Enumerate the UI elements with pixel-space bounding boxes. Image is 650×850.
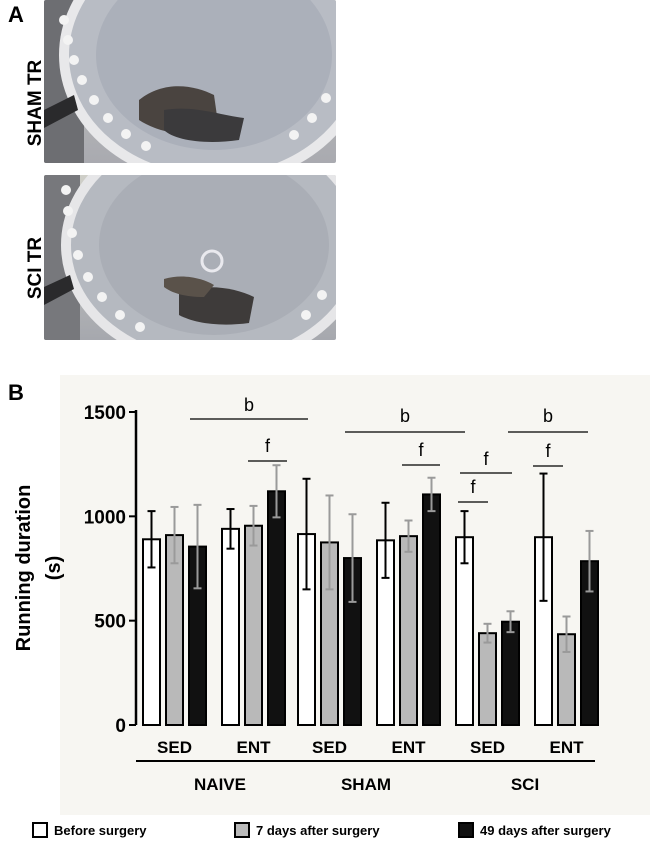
legend-item-day7: 7 days after surgery (234, 822, 380, 838)
significance-label: f (265, 436, 271, 456)
y-tick-label: 1500 (84, 403, 126, 424)
panel-b-letter: B (8, 380, 24, 405)
bar (478, 632, 497, 726)
significance-label: b (400, 406, 410, 426)
significance-label: b (543, 406, 553, 426)
sham-tr-photo (44, 0, 336, 163)
category-label: ENT (237, 738, 272, 757)
legend: Before surgery 7 days after surgery 49 d… (0, 822, 650, 846)
category-label: SED (470, 738, 505, 757)
bar (501, 620, 520, 727)
category-label: ENT (392, 738, 427, 757)
panel-a-letter: A (8, 2, 24, 27)
legend-item-day49: 49 days after surgery (458, 822, 611, 838)
category-label: ENT (550, 738, 585, 757)
category-label: SED (312, 738, 347, 757)
y-axis-label-line: Running duration (13, 485, 35, 652)
bar (399, 535, 418, 727)
bar (422, 493, 441, 726)
bar-chart: 0 500 1000 1500 Running duration (s) SED ENT SED… (13, 395, 599, 794)
y-axis-label: Running duration (s) (13, 485, 65, 652)
sci-tr-photo (44, 175, 336, 340)
significance-label: f (418, 440, 424, 460)
legend-swatch-day49 (458, 822, 474, 838)
legend-swatch-before (32, 822, 48, 838)
significance-label: b (244, 395, 254, 415)
significance-label: f (470, 477, 476, 497)
legend-label-day49: 49 days after surgery (480, 822, 611, 838)
y-tick-label: 0 (115, 716, 126, 737)
bar (455, 536, 474, 727)
legend-label-day7: 7 days after surgery (256, 822, 380, 838)
y-tick-label: 500 (94, 612, 126, 633)
legend-item-before: Before surgery (32, 822, 146, 838)
significance-label: f (545, 441, 551, 461)
legend-swatch-day7 (234, 822, 250, 838)
bar (267, 490, 286, 726)
group-label: SHAM (341, 775, 391, 794)
category-label: SED (157, 738, 192, 757)
legend-label-before: Before surgery (54, 822, 147, 838)
group-label: NAIVE (194, 775, 246, 794)
y-axis-label-line: (s) (43, 556, 65, 580)
bar (221, 527, 240, 726)
bar (244, 524, 263, 726)
group-label: SCI (511, 775, 539, 794)
y-tick-label: 1000 (84, 507, 126, 528)
significance-label: f (483, 449, 489, 469)
